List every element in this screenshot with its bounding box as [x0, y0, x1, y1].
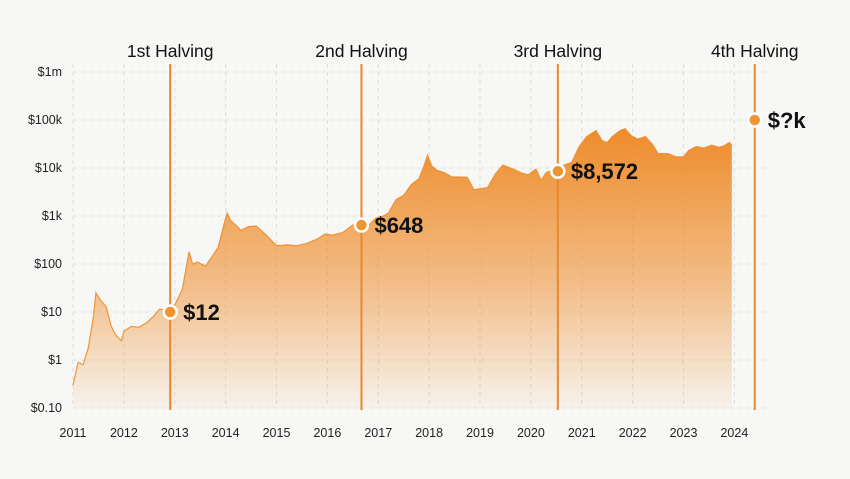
y-tick-label: $1 — [48, 353, 62, 367]
x-tick-label: 2024 — [720, 426, 748, 440]
x-tick-label: 2019 — [466, 426, 494, 440]
y-tick-label: $1k — [42, 209, 63, 223]
halving-price-marker — [353, 217, 370, 233]
y-axis: $0.10 $1 $10 $100 $1k $10k $100k $1m — [28, 65, 63, 415]
x-axis: 2011 2012 2013 2014 2015 2016 2017 2018 2019 2020… — [60, 426, 749, 440]
y-tick-label: $10k — [35, 161, 63, 175]
x-tick-label: 2014 — [212, 426, 240, 440]
y-tick-label: $0.10 — [31, 401, 62, 415]
x-tick-label: 2017 — [364, 426, 392, 440]
y-tick-label: $10 — [41, 305, 62, 319]
halving-label: 3rd Halving — [514, 41, 603, 61]
halving-price-label: $?k — [768, 108, 807, 133]
halving-label: 4th Halving — [711, 41, 799, 61]
halving-lines: 1st Halving $12 2nd Halving $648 3rd Halving… — [127, 41, 807, 410]
x-tick-label: 2022 — [619, 426, 647, 440]
x-tick-label: 2021 — [568, 426, 596, 440]
x-tick-label: 2013 — [161, 426, 189, 440]
x-tick-label: 2015 — [263, 426, 291, 440]
halving-price-label: $8,572 — [571, 159, 638, 184]
halving-price-label: $648 — [374, 213, 423, 238]
halving-price-marker — [746, 112, 763, 128]
x-tick-label: 2023 — [670, 426, 698, 440]
y-tick-label: $1m — [38, 65, 62, 79]
x-tick-label: 2020 — [517, 426, 545, 440]
x-tick-label: 2012 — [110, 426, 138, 440]
y-tick-label: $100 — [34, 257, 62, 271]
y-tick-label: $100k — [28, 113, 63, 127]
halving-label: 2nd Halving — [315, 41, 407, 61]
x-tick-label: 2018 — [415, 426, 443, 440]
halving-price-marker — [550, 163, 566, 179]
x-tick-label: 2016 — [313, 426, 341, 440]
halving-price-label: $12 — [183, 300, 220, 325]
price-area-series — [73, 128, 732, 408]
halving-price-marker — [162, 304, 178, 320]
halving-label: 1st Halving — [127, 41, 214, 61]
x-tick-label: 2011 — [60, 426, 87, 440]
